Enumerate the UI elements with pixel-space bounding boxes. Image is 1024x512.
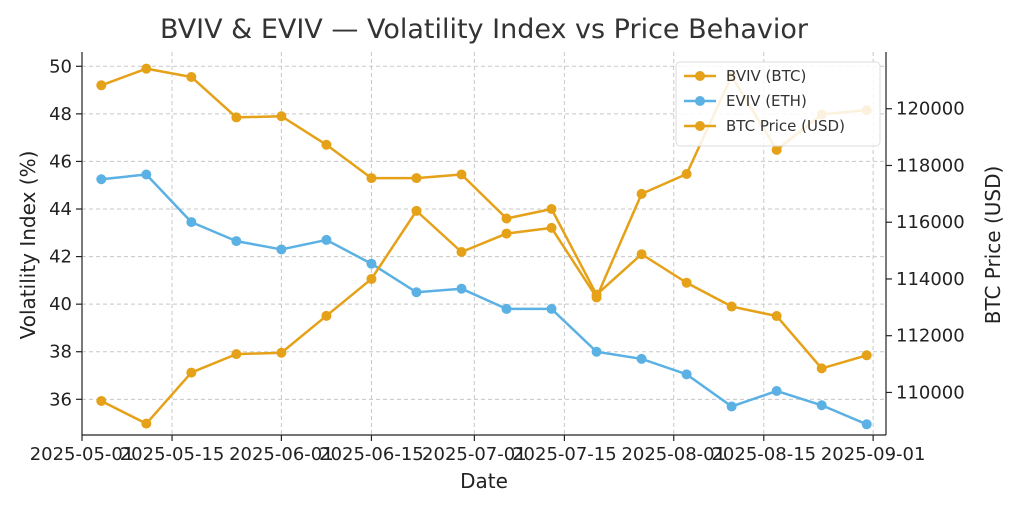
data-point: [591, 346, 602, 357]
y2-axis-label: BTC Price (USD): [981, 166, 1005, 325]
data-point: [726, 301, 737, 312]
x-tick-label: 2025-08-01: [621, 444, 726, 465]
data-point: [861, 350, 872, 361]
data-point: [501, 228, 512, 239]
y-tick-label: 48: [49, 104, 72, 125]
data-point: [681, 168, 692, 179]
data-point: [231, 236, 242, 247]
data-point: [366, 258, 377, 269]
x-tick-label: 2025-06-01: [229, 444, 334, 465]
series-line: [100, 67, 868, 370]
data-point: [186, 217, 197, 228]
data-point: [186, 367, 197, 378]
series-1: [96, 63, 872, 374]
data-point: [681, 277, 692, 288]
y-tick-label: 44: [49, 199, 72, 220]
data-point: [276, 347, 287, 358]
legend-box: [675, 61, 881, 147]
x-tick-label: 2025-05-01: [30, 444, 135, 465]
y-tick-label: 38: [49, 342, 72, 363]
data-point: [681, 369, 692, 380]
data-point: [861, 419, 872, 430]
data-point: [501, 303, 512, 314]
data-point: [546, 204, 557, 215]
y2-tick-label: 116000: [896, 212, 965, 233]
y-tick-label: 50: [49, 56, 72, 77]
data-point: [546, 222, 557, 233]
data-point: [321, 234, 332, 245]
y2-tick-label: 118000: [896, 155, 965, 176]
data-point: [186, 71, 197, 82]
data-point: [96, 80, 107, 91]
legend-marker: [695, 96, 705, 106]
y-tick-label: 40: [49, 294, 72, 315]
x-tick-label: 2025-09-01: [821, 444, 926, 465]
series-2: [96, 169, 872, 430]
data-point: [816, 363, 827, 374]
data-point: [591, 292, 602, 303]
x-tick-label: 2025-08-15: [711, 444, 816, 465]
data-point: [276, 111, 287, 122]
data-point: [276, 244, 287, 255]
data-point: [816, 400, 827, 411]
x-tick-label: 2025-07-01: [422, 444, 527, 465]
data-point: [411, 287, 422, 298]
y2-tick-label: 110000: [896, 382, 965, 403]
x-tick-label: 2025-06-15: [319, 444, 424, 465]
y2-tick-label: 114000: [896, 269, 965, 290]
data-point: [771, 144, 782, 155]
axes: [81, 52, 887, 436]
data-point: [636, 249, 647, 260]
x-axis-label: Date: [460, 469, 508, 493]
data-point: [141, 169, 152, 180]
series-line: [101, 173, 868, 426]
data-point: [456, 283, 467, 294]
data-point: [96, 395, 107, 406]
data-point: [141, 63, 152, 74]
data-point: [96, 174, 107, 185]
data-point: [366, 173, 377, 184]
y-tick-label: 42: [49, 247, 72, 268]
data-point: [231, 112, 242, 123]
legend-label: BTC Price (USD): [726, 117, 845, 135]
legend: BVIV (BTC) EVIV (ETH) BTC Price (USD): [675, 61, 881, 147]
chart-title: BVIV & EVIV — Volatility Index vs Price …: [160, 14, 809, 45]
y2-tick-label: 120000: [896, 99, 965, 120]
data-point: [321, 139, 332, 150]
legend-label: EVIV (ETH): [726, 92, 807, 110]
data-point: [321, 310, 332, 321]
data-point: [546, 303, 557, 314]
legend-marker: [695, 71, 705, 81]
data-point: [231, 349, 242, 360]
data-point: [141, 418, 152, 429]
x-tick-label: 2025-05-15: [120, 444, 225, 465]
x-tick-label: 2025-07-15: [512, 444, 617, 465]
data-point: [501, 213, 512, 224]
y2-tick-label: 112000: [896, 326, 965, 347]
data-point: [411, 173, 422, 184]
y-tick-label: 46: [49, 151, 72, 172]
data-point: [771, 385, 782, 396]
legend-label: BVIV (BTC): [726, 67, 806, 85]
data-point: [456, 169, 467, 180]
data-point: [411, 205, 422, 216]
y-axis-label: Volatility Index (%): [16, 151, 40, 340]
data-point: [726, 401, 737, 412]
data-point: [366, 273, 377, 284]
data-point: [771, 311, 782, 322]
legend-marker: [695, 121, 705, 131]
data-point: [636, 353, 647, 364]
data-point: [636, 188, 647, 199]
y-tick-label: 36: [49, 389, 72, 410]
data-point: [456, 247, 467, 258]
